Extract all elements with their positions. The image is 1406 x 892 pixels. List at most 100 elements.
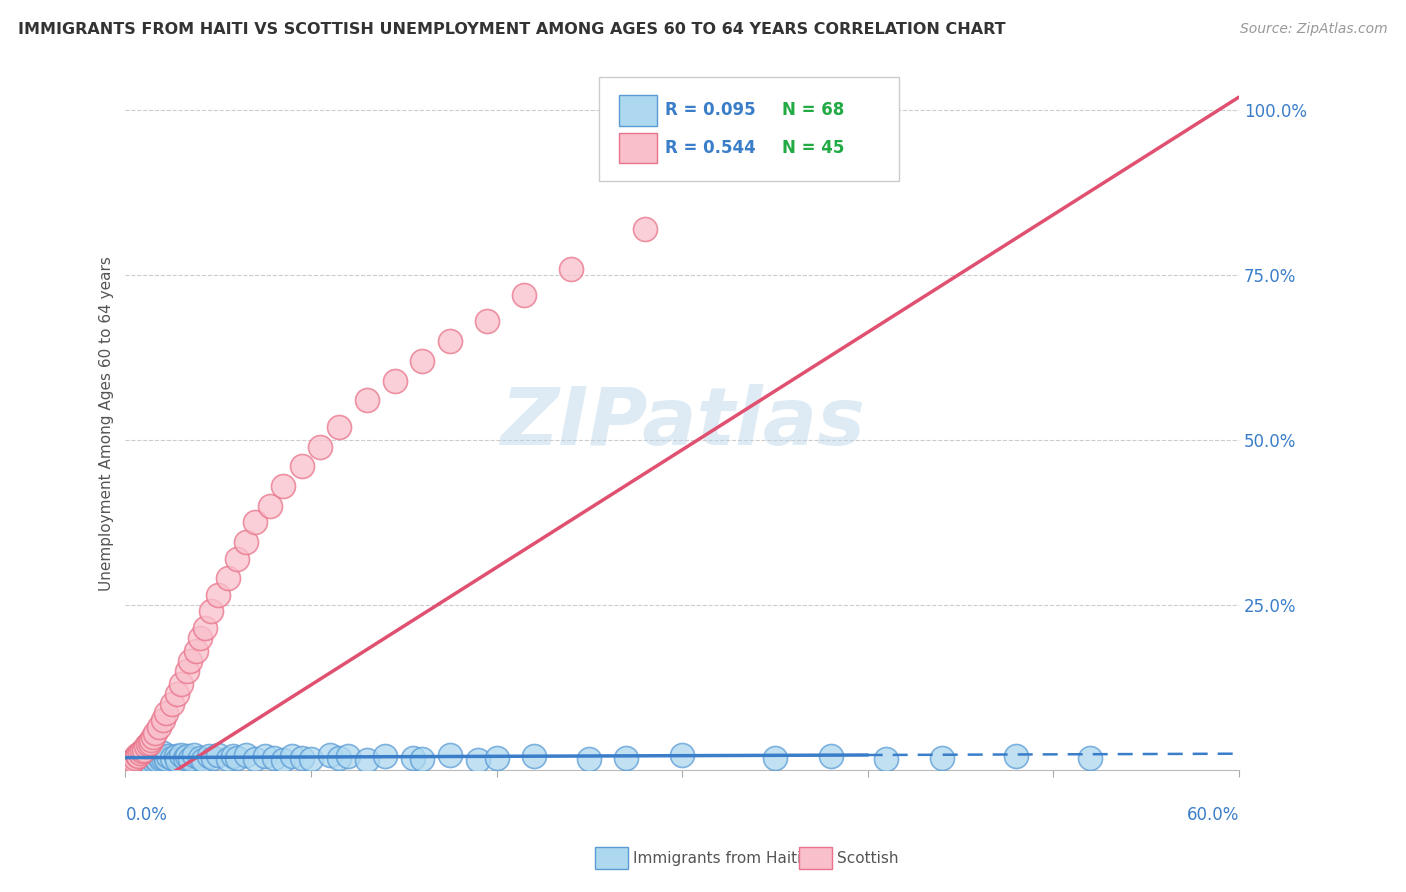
Point xyxy=(439,334,461,348)
Text: N = 45: N = 45 xyxy=(782,139,845,157)
Point xyxy=(271,479,294,493)
Point xyxy=(157,749,180,764)
Point xyxy=(179,654,201,668)
Point xyxy=(477,314,499,328)
Point xyxy=(356,753,378,767)
Point xyxy=(328,419,350,434)
Point xyxy=(188,750,211,764)
Point xyxy=(131,744,153,758)
Point xyxy=(129,753,152,767)
Point xyxy=(337,749,360,764)
Point xyxy=(183,747,205,762)
Point xyxy=(132,752,155,766)
Point xyxy=(124,750,146,764)
Point xyxy=(127,749,149,764)
FancyBboxPatch shape xyxy=(599,78,900,181)
Point xyxy=(146,753,169,767)
Point xyxy=(149,752,172,766)
Point xyxy=(384,374,406,388)
Point xyxy=(578,752,600,766)
Point xyxy=(222,749,245,764)
Point xyxy=(155,752,177,766)
Point xyxy=(411,752,433,766)
Point xyxy=(129,746,152,760)
Point xyxy=(207,588,229,602)
Text: Scottish: Scottish xyxy=(837,851,898,865)
Point xyxy=(179,752,201,766)
Point xyxy=(523,749,546,764)
Point xyxy=(142,753,165,767)
Point xyxy=(411,354,433,368)
Point xyxy=(120,757,142,772)
Point xyxy=(120,755,142,769)
Point xyxy=(271,753,294,767)
Point xyxy=(136,750,159,764)
Point xyxy=(131,749,153,764)
Text: Immigrants from Haiti: Immigrants from Haiti xyxy=(633,851,801,865)
Point xyxy=(560,261,582,276)
Point xyxy=(142,747,165,762)
Point xyxy=(124,755,146,769)
Point xyxy=(671,747,693,762)
Point xyxy=(193,753,215,767)
Point xyxy=(118,756,141,770)
Point xyxy=(173,750,195,764)
Point xyxy=(513,288,536,302)
Point xyxy=(1005,749,1028,764)
Point xyxy=(198,749,221,764)
Point xyxy=(245,752,267,766)
Point xyxy=(931,750,953,764)
FancyBboxPatch shape xyxy=(619,133,657,163)
Text: 0.0%: 0.0% xyxy=(125,805,167,823)
Point xyxy=(148,720,170,734)
Point xyxy=(166,687,188,701)
Text: Source: ZipAtlas.com: Source: ZipAtlas.com xyxy=(1240,22,1388,37)
Point xyxy=(152,746,174,760)
Point xyxy=(309,440,332,454)
Point xyxy=(132,747,155,762)
Point xyxy=(259,499,281,513)
Text: R = 0.095: R = 0.095 xyxy=(665,101,756,119)
Point xyxy=(127,756,149,770)
Text: N = 68: N = 68 xyxy=(782,101,845,119)
Point xyxy=(170,747,193,762)
Point xyxy=(160,750,183,764)
Point xyxy=(374,749,396,764)
Point xyxy=(160,697,183,711)
Point xyxy=(485,750,508,764)
Point xyxy=(170,677,193,691)
Point xyxy=(176,664,198,678)
Text: R = 0.544: R = 0.544 xyxy=(665,139,756,157)
Point xyxy=(188,631,211,645)
Point xyxy=(235,535,257,549)
Point xyxy=(291,459,314,474)
Point xyxy=(136,738,159,752)
Point xyxy=(118,756,141,770)
Point xyxy=(125,747,148,762)
Point xyxy=(176,749,198,764)
Point xyxy=(135,753,157,767)
Point xyxy=(1078,750,1101,764)
Point xyxy=(166,753,188,767)
Point xyxy=(217,571,239,585)
Point xyxy=(318,747,340,762)
Point xyxy=(141,749,163,764)
Point xyxy=(165,749,187,764)
Point xyxy=(143,750,166,764)
Point xyxy=(122,753,145,767)
Point xyxy=(152,750,174,764)
Point xyxy=(138,736,160,750)
Point xyxy=(263,750,285,764)
Text: ZIPatlas: ZIPatlas xyxy=(499,384,865,462)
Point xyxy=(141,732,163,747)
Point xyxy=(616,750,638,764)
Point xyxy=(194,621,217,635)
Point xyxy=(132,743,155,757)
Point xyxy=(763,750,786,764)
Point xyxy=(207,747,229,762)
Point xyxy=(184,644,207,658)
Point xyxy=(253,749,276,764)
Point xyxy=(148,749,170,764)
FancyBboxPatch shape xyxy=(619,95,657,126)
Point xyxy=(634,222,657,236)
